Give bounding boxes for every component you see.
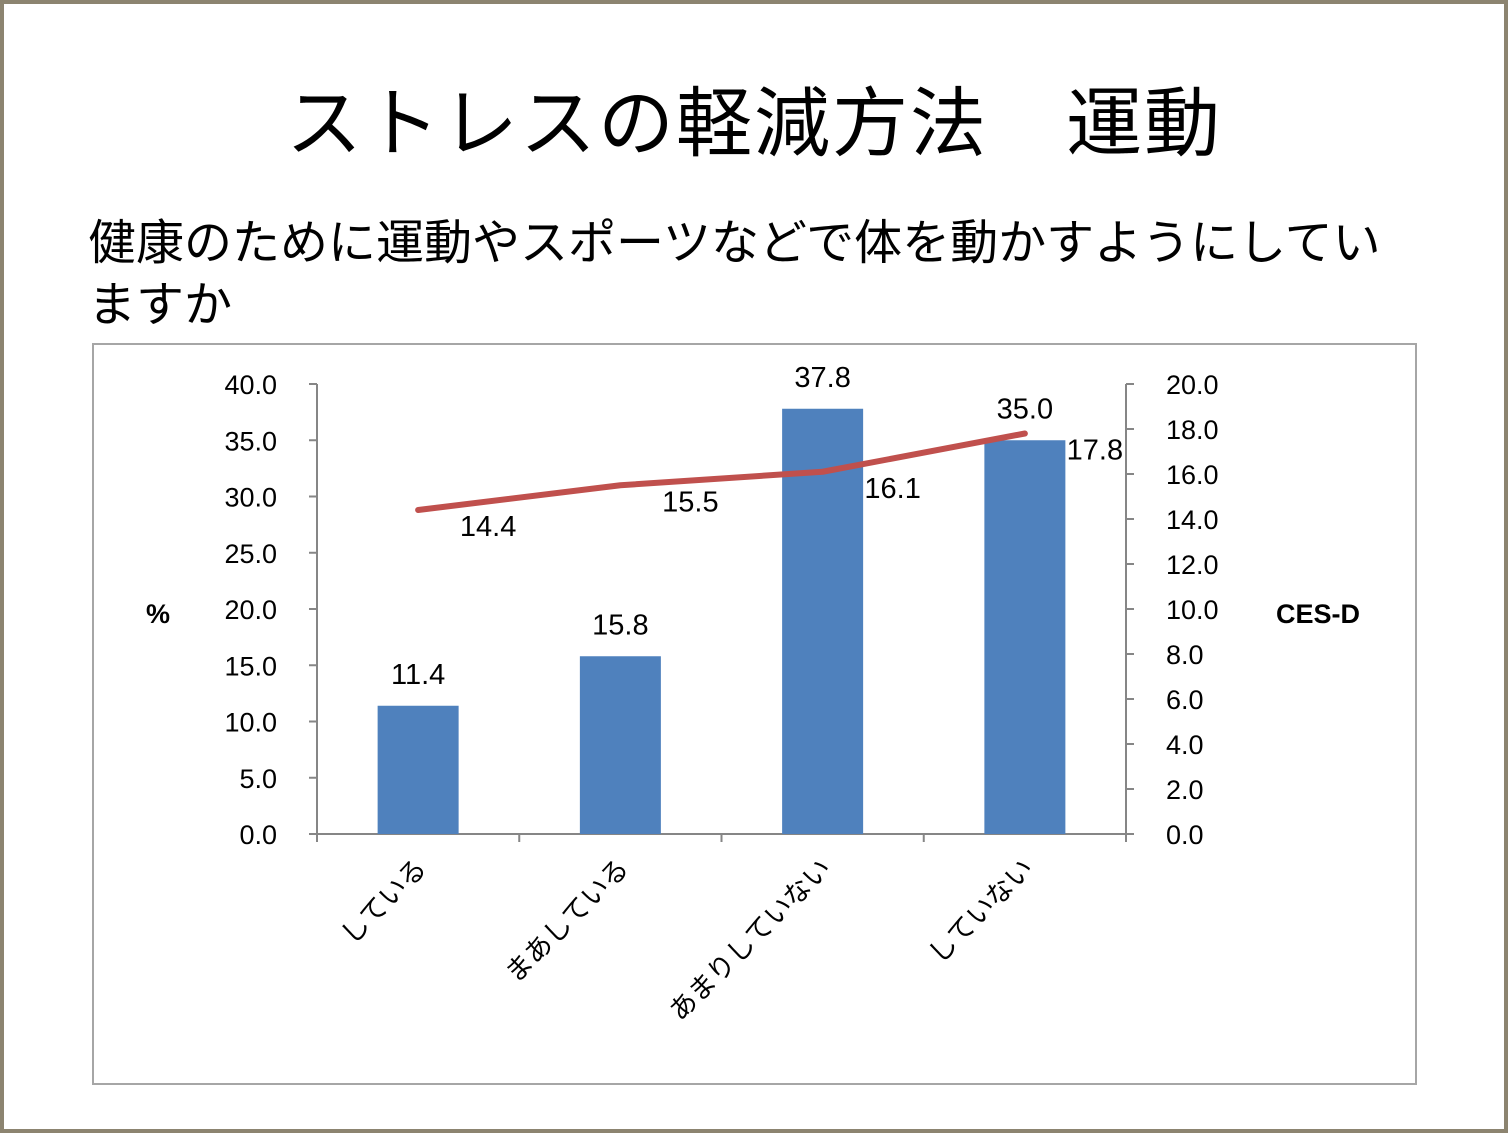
category-label: まあしている — [499, 853, 635, 989]
right-tick-label: 8.0 — [1166, 640, 1204, 670]
category-label: あまりしていない — [663, 853, 837, 1027]
right-tick-label: 4.0 — [1166, 730, 1204, 760]
left-tick-label: 35.0 — [224, 426, 277, 456]
line-data-label: 17.8 — [1067, 435, 1123, 467]
bar-data-label: 37.8 — [794, 362, 850, 394]
bar-line-chart: 0.0 5.0 10.0 15.0 20.0 25.0 30.0 35.0 40.0 0.0 2.0… — [94, 345, 1415, 1083]
left-tick-label: 15.0 — [224, 651, 277, 681]
bar — [580, 656, 661, 834]
right-tick-label: 6.0 — [1166, 685, 1204, 715]
bar-data-label: 11.4 — [391, 659, 445, 691]
right-tick-label: 10.0 — [1166, 595, 1219, 625]
survey-question: 健康のために運動やスポーツなどで体を動かすようにしていますか — [88, 212, 1408, 336]
left-tick-label: 30.0 — [224, 483, 277, 513]
line-data-label: 16.1 — [864, 473, 920, 505]
right-tick-label: 20.0 — [1166, 370, 1219, 400]
left-tick-label: 0.0 — [239, 820, 277, 850]
left-tick-label: 5.0 — [239, 764, 277, 794]
right-axis-title: CES-D — [1276, 599, 1360, 629]
bar-data-label: 35.0 — [997, 393, 1053, 425]
chart-container: 0.0 5.0 10.0 15.0 20.0 25.0 30.0 35.0 40.0 0.0 2.0… — [92, 343, 1417, 1085]
cesd-line — [418, 434, 1025, 511]
left-axis-title: % — [146, 599, 170, 629]
bar — [378, 706, 459, 834]
right-tick-label: 18.0 — [1166, 415, 1219, 445]
line-data-label: 15.5 — [662, 486, 718, 518]
right-tick-label: 14.0 — [1166, 505, 1219, 535]
category-label: していない — [923, 853, 1040, 970]
bar — [984, 440, 1065, 834]
left-tick-label: 10.0 — [224, 708, 277, 738]
category-label: している — [335, 853, 433, 951]
right-tick-label: 16.0 — [1166, 460, 1219, 490]
left-tick-label: 20.0 — [224, 595, 277, 625]
right-tick-label: 12.0 — [1166, 550, 1219, 580]
left-tick-label: 40.0 — [224, 370, 277, 400]
bar-data-label: 15.8 — [592, 609, 648, 641]
slide-title: ストレスの軽減方法 運動 — [4, 62, 1504, 172]
right-tick-label: 0.0 — [1166, 820, 1204, 850]
line-data-label: 14.4 — [460, 511, 516, 543]
right-tick-label: 2.0 — [1166, 775, 1204, 805]
left-tick-label: 25.0 — [224, 539, 277, 569]
